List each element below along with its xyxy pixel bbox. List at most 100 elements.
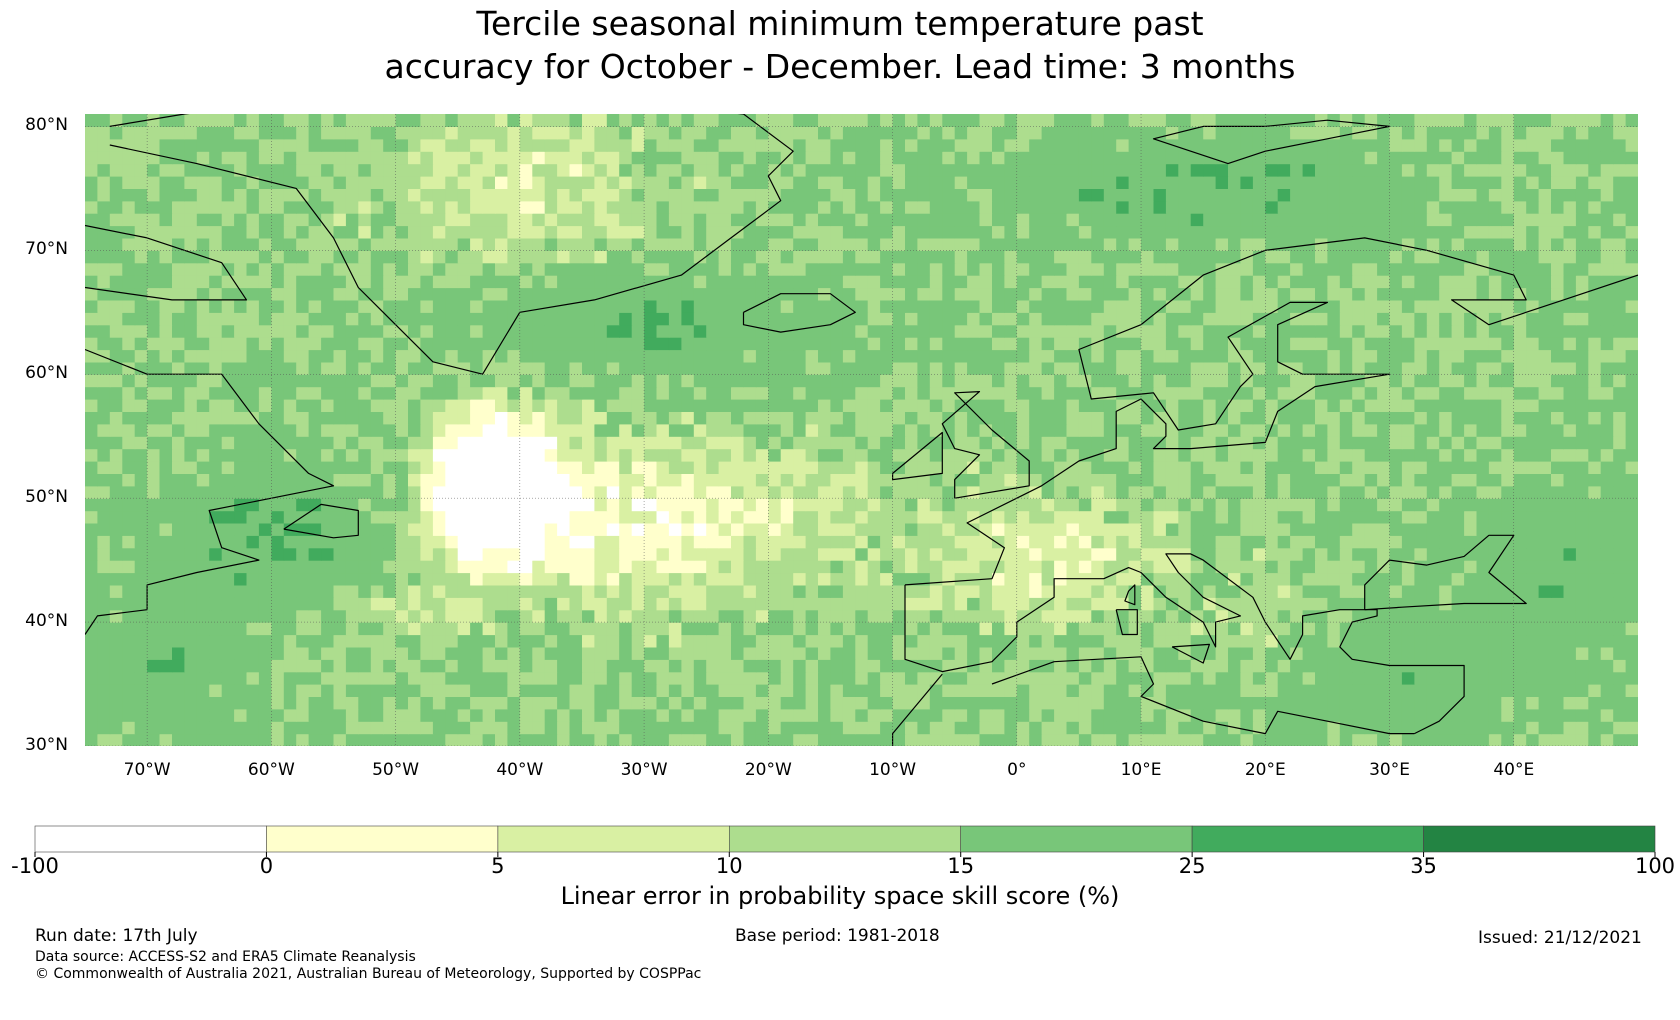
skill-cell <box>979 411 993 425</box>
skill-cell <box>1538 287 1552 301</box>
skill-cell <box>370 361 384 375</box>
skill-cell <box>743 473 757 487</box>
skill-cell <box>1290 522 1304 536</box>
skill-cell <box>383 733 397 746</box>
skill-cell <box>1029 684 1043 697</box>
skill-cell <box>482 708 496 722</box>
skill-cell <box>1215 386 1229 400</box>
skill-cell <box>743 609 757 623</box>
skill-cell <box>768 299 782 313</box>
skill-cell <box>1625 721 1638 735</box>
skill-cell <box>408 448 421 462</box>
skill-cell <box>681 485 695 499</box>
skill-cell <box>1066 708 1080 722</box>
skill-cell <box>668 584 682 598</box>
skill-cell <box>731 535 744 549</box>
skill-cell <box>445 708 459 722</box>
skill-cell <box>1451 572 1465 586</box>
skill-cell <box>209 361 223 375</box>
skill-cell <box>917 684 931 697</box>
skill-cell <box>234 634 248 648</box>
skill-cell <box>569 696 583 710</box>
skill-cell <box>1103 324 1117 338</box>
skill-cell <box>383 461 397 474</box>
skill-cell <box>1302 510 1316 524</box>
skill-cell <box>408 560 421 574</box>
skill-cell <box>172 733 185 746</box>
skill-cell <box>1451 299 1465 313</box>
skill-cell <box>880 461 894 474</box>
skill-cell <box>395 671 409 685</box>
skill-cell <box>345 721 359 735</box>
skill-cell <box>1488 262 1502 276</box>
skill-cell <box>755 250 769 264</box>
skill-cell <box>532 560 546 574</box>
skill-cell <box>1551 423 1564 437</box>
skill-cell <box>221 733 235 746</box>
skill-cell <box>445 299 459 313</box>
skill-cell <box>1451 622 1465 636</box>
skill-cell <box>619 386 633 400</box>
skill-cell <box>594 560 608 574</box>
skill-cell <box>1141 250 1154 264</box>
skill-cell <box>929 733 943 746</box>
skill-cell <box>942 634 956 648</box>
skill-cell <box>905 708 918 722</box>
skill-cell <box>1190 287 1204 301</box>
skill-cell <box>544 411 558 425</box>
skill-cell <box>867 337 881 351</box>
skill-cell <box>855 461 869 474</box>
skill-cell <box>457 275 471 289</box>
skill-cell <box>1563 671 1577 685</box>
skill-cell <box>1476 411 1490 425</box>
skill-cell <box>1203 324 1217 338</box>
skill-cell <box>929 721 943 735</box>
skill-cell <box>1439 324 1453 338</box>
skill-cell <box>308 671 322 685</box>
skill-cell <box>1364 597 1378 611</box>
skill-cell <box>1563 597 1577 611</box>
skill-cell <box>246 349 260 363</box>
skill-cell <box>582 287 595 301</box>
skill-cell <box>470 374 484 388</box>
skill-cell <box>768 584 782 598</box>
skill-cell <box>283 684 297 697</box>
skill-cell <box>457 708 471 722</box>
skill-cell <box>1488 671 1502 685</box>
skill-cell <box>482 374 496 388</box>
skill-cell <box>793 423 807 437</box>
skill-cell <box>992 733 1005 746</box>
skill-cell <box>1538 547 1552 561</box>
skill-cell <box>1165 597 1179 611</box>
skill-cell <box>731 386 744 400</box>
skill-cell <box>122 485 136 499</box>
skill-cell <box>1290 671 1304 685</box>
skill-cell <box>1091 659 1105 673</box>
skill-cell <box>209 287 223 301</box>
skill-cell <box>85 584 98 598</box>
skill-cell <box>1128 721 1142 735</box>
skill-cell <box>196 696 210 710</box>
skill-cell <box>1377 634 1391 648</box>
skill-cell <box>333 708 347 722</box>
skill-cell <box>1625 461 1638 474</box>
skill-cell <box>905 696 918 710</box>
skill-cell <box>1265 411 1279 425</box>
skill-cell <box>656 312 670 326</box>
skill-cell <box>967 423 981 437</box>
skill-cell <box>1078 299 1092 313</box>
skill-cell <box>109 361 123 375</box>
skill-cell <box>209 299 223 313</box>
skill-cell <box>1451 250 1465 264</box>
skill-cell <box>1575 262 1589 276</box>
skill-cell <box>221 646 235 660</box>
skill-cell <box>1625 733 1638 746</box>
skill-cell <box>221 584 235 598</box>
skill-cell <box>867 597 881 611</box>
skill-cell <box>668 597 682 611</box>
skill-cell <box>1165 461 1179 474</box>
skill-cell <box>631 671 645 685</box>
skill-cell <box>867 572 881 586</box>
skill-cell <box>1551 622 1564 636</box>
skill-cell <box>544 485 558 499</box>
